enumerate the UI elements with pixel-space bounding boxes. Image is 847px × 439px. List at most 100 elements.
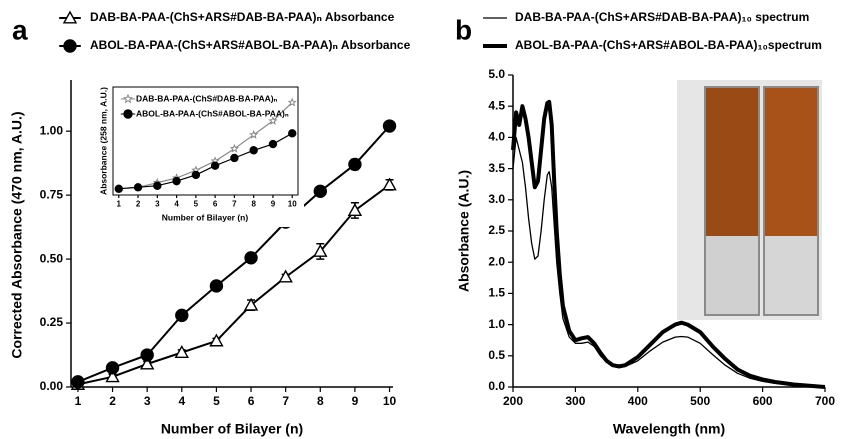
y-tick-label: 0.50	[40, 251, 64, 265]
slide-coating	[765, 88, 817, 236]
marker	[172, 176, 181, 186]
y-tick-label: 1.00	[40, 123, 64, 137]
marker	[268, 116, 278, 125]
legend-label: ABOL-BA-PAA-(ChS+ARS#ABOL-BA-PAA)₁₀spect…	[515, 38, 822, 52]
x-tick-label: 5	[213, 394, 220, 408]
y-tick-label: 0.75	[40, 187, 64, 201]
marker	[174, 345, 189, 358]
marker	[114, 184, 123, 194]
series-line	[511, 99, 826, 389]
x-tick-label: 4	[174, 200, 179, 209]
marker	[243, 297, 259, 311]
marker	[348, 157, 362, 172]
marker	[287, 97, 297, 107]
marker	[268, 139, 278, 149]
panel-label: a	[12, 14, 28, 45]
x-tick-label: 1	[75, 394, 82, 408]
y-axis-label: Absorbance (A.U.)	[456, 170, 472, 292]
y-tick-label: 5.0	[488, 67, 505, 81]
y-tick-label: 1.0	[488, 317, 505, 331]
legend-label: ABOL-BA-PAA-(ChS+ARS#ABOL-BA-PAA)ₙ Absor…	[90, 38, 411, 52]
x-axis-label: Number of Bilayer (n)	[162, 212, 249, 222]
y-tick-label: 3.0	[488, 192, 505, 206]
legend-label: DAB-BA-PAA-(ChS+ARS#DAB-BA-PAA)ₙ Absorba…	[90, 10, 395, 24]
marker	[71, 375, 85, 389]
y-tick-label: 0.25	[40, 315, 64, 329]
y-axis-label: Absorbance (258 nm, A.U.)	[98, 87, 108, 195]
legend-marker	[123, 93, 133, 104]
legend-label: ABOL-BA-PAA-(ChS#ABOL-BA-PAA)ₙ	[136, 108, 289, 118]
marker	[210, 161, 220, 170]
x-tick-label: 600	[753, 394, 773, 408]
marker	[313, 184, 327, 198]
marker	[153, 181, 162, 190]
marker	[209, 279, 224, 293]
series-line	[77, 184, 391, 386]
x-tick-label: 7	[282, 394, 289, 408]
marker	[209, 333, 224, 347]
marker	[175, 308, 189, 323]
marker	[248, 129, 259, 139]
y-tick-label: 4.0	[488, 130, 505, 144]
marker	[105, 361, 120, 375]
marker	[288, 129, 297, 138]
series-line	[77, 125, 391, 383]
x-tick-label: 5	[194, 200, 199, 209]
x-tick-label: 3	[144, 394, 151, 408]
x-tick-label: 8	[317, 394, 324, 408]
x-tick-label: 4	[178, 394, 185, 408]
x-tick-label: 8	[251, 200, 256, 209]
x-tick-label: 3	[155, 200, 160, 209]
marker	[249, 146, 258, 155]
x-tick-label: 700	[815, 394, 835, 408]
y-tick-label: 0.0	[488, 379, 505, 393]
x-tick-label: 1	[117, 200, 122, 209]
x-tick-label: 9	[271, 200, 276, 209]
marker	[278, 269, 293, 283]
y-tick-label: 2.5	[488, 223, 505, 237]
legend-label: DAB-BA-PAA-(ChS+ARS#DAB-BA-PAA)₁₀ spectr…	[515, 10, 809, 24]
x-tick-label: 400	[628, 394, 648, 408]
plot-frame	[112, 86, 299, 196]
marker	[229, 143, 239, 153]
legend-marker	[63, 39, 77, 53]
panel-label: b	[455, 14, 472, 45]
marker	[105, 369, 120, 383]
y-axis-label: Corrected Absorbance (470 nm, A.U.)	[9, 111, 25, 358]
x-tick-label: 10	[288, 200, 297, 209]
photo	[677, 80, 822, 320]
slide-glass	[765, 236, 817, 314]
x-tick-label: 300	[565, 394, 585, 408]
marker	[382, 119, 397, 133]
x-tick-label: 500	[690, 394, 710, 408]
series-line	[118, 101, 293, 190]
slide-coating	[706, 88, 758, 236]
marker	[139, 356, 155, 370]
x-tick-label: 2	[136, 200, 141, 209]
marker	[382, 177, 397, 191]
marker	[133, 183, 143, 192]
x-axis-label: Number of Bilayer (n)	[161, 421, 303, 437]
x-tick-label: 9	[352, 394, 359, 408]
y-tick-label: 4.5	[488, 98, 505, 112]
legend-label: DAB-BA-PAA-(ChS#DAB-BA-PAA)ₙ	[136, 93, 278, 103]
series-line	[512, 136, 826, 388]
slide-glass	[706, 236, 758, 314]
y-tick-label: 3.5	[488, 161, 505, 175]
y-tick-label: 2.0	[488, 254, 505, 268]
series-line	[118, 132, 293, 190]
x-tick-label: 7	[232, 200, 237, 209]
x-tick-label: 6	[213, 200, 218, 209]
marker	[230, 153, 239, 163]
x-tick-label: 200	[503, 394, 523, 408]
y-tick-label: 1.5	[488, 286, 505, 300]
marker	[313, 243, 328, 257]
legend-marker	[62, 10, 78, 24]
y-tick-label: 0.00	[40, 379, 64, 393]
marker	[140, 348, 154, 362]
marker	[347, 203, 363, 216]
y-tick-label: 0.5	[488, 348, 505, 362]
x-tick-label: 6	[248, 394, 255, 408]
legend-marker	[123, 109, 133, 119]
